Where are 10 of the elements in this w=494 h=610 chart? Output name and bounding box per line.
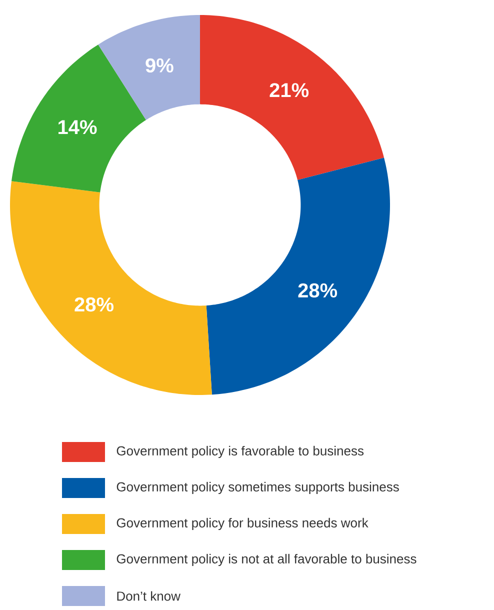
legend-label: Government policy for business needs work xyxy=(116,518,368,530)
legend-label: Don’t know xyxy=(117,591,181,601)
data-label: 21% xyxy=(270,83,309,98)
data-label: 9% xyxy=(146,58,174,72)
legend-label: Government policy sometimes supports business xyxy=(116,482,399,494)
data-label: 14% xyxy=(58,120,97,134)
data-label: 28% xyxy=(74,297,114,312)
legend-label: Government policy is not at all favorable to business xyxy=(116,554,416,566)
data-label: 28% xyxy=(298,283,338,298)
legend-label: Government policy is favorable to business xyxy=(116,446,364,458)
